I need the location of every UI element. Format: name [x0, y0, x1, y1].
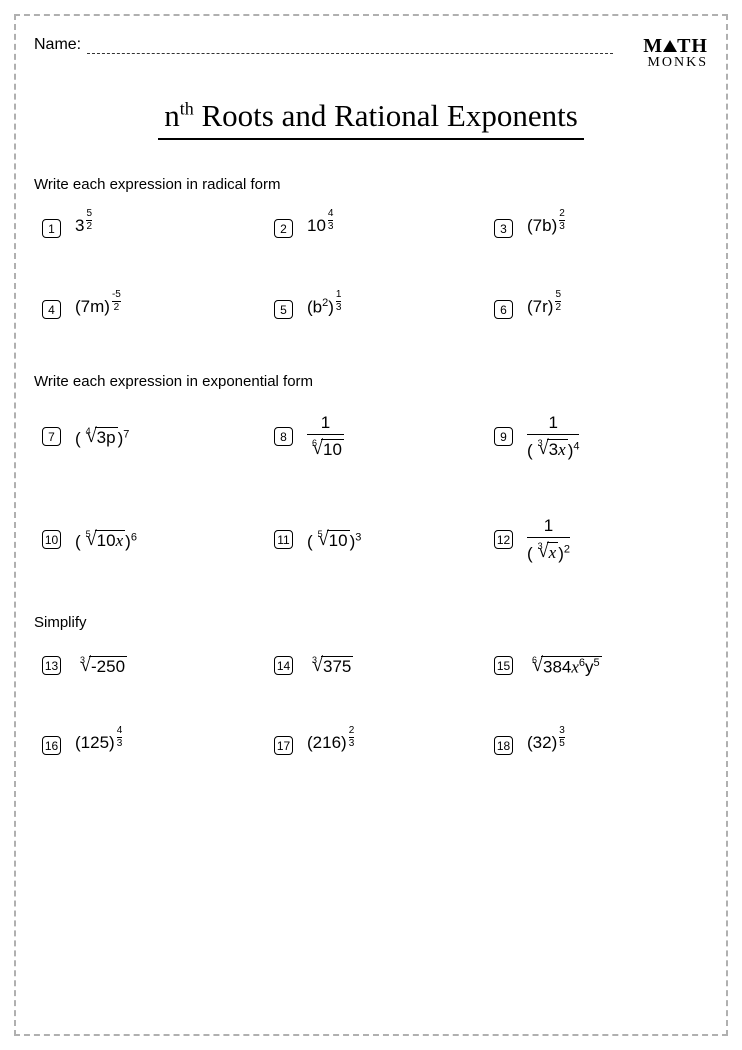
problem-cell: 12 1(3√x)2 [488, 517, 708, 562]
problem-number: 13 [42, 656, 61, 675]
expression: 16√10 [307, 414, 344, 459]
worksheet-title: nth Roots and Rational Exponents [158, 98, 584, 140]
problem-cell: 13 3√-250 [34, 655, 256, 676]
expression: (7r)52 [527, 298, 561, 321]
problem-row: 1 352 2 1043 3 (7b)23 [34, 217, 708, 240]
problem-number: 11 [274, 530, 293, 549]
problem-cell: 15 6√384x6y5 [488, 655, 708, 676]
problem-number: 7 [42, 427, 61, 446]
problem-number: 3 [494, 219, 513, 238]
expression: 1(3√3x)4 [527, 414, 579, 459]
title-block: nth Roots and Rational Exponents [34, 98, 708, 140]
expression: (7b)23 [527, 217, 565, 240]
name-field: Name: [34, 36, 643, 54]
expression: (5√10x)6 [75, 529, 137, 550]
expression: 3√-250 [75, 655, 127, 676]
problem-number: 2 [274, 219, 293, 238]
problem-number: 10 [42, 530, 61, 549]
problem-row: 10 (5√10x)6 11 (5√10)3 12 1(3√x)2 [34, 517, 708, 562]
expression: (7m)-52 [75, 298, 121, 321]
logo: MTH MONKS [643, 36, 708, 70]
logo-line2: MONKS [643, 56, 708, 70]
expression: 6√384x6y5 [527, 655, 602, 676]
problem-cell: 5 (b2)13 [256, 298, 488, 321]
expression: (216)23 [307, 734, 354, 757]
logo-line1: MTH [643, 36, 708, 56]
expression: (5√10)3 [307, 529, 361, 550]
problem-number: 6 [494, 300, 513, 319]
section: Write each expression in exponential for… [34, 373, 708, 562]
problem-number: 9 [494, 427, 513, 446]
name-label: Name: [34, 36, 81, 54]
problem-cell: 9 1(3√3x)4 [488, 414, 708, 459]
header: Name: MTH MONKS [34, 36, 708, 70]
problem-cell: 6 (7r)52 [488, 298, 708, 321]
problem-cell: 7 (4√3p)7 [34, 414, 256, 459]
problem-cell: 4 (7m)-52 [34, 298, 256, 321]
problem-cell: 14 3√375 [256, 655, 488, 676]
problem-row: 7 (4√3p)7 8 16√10 9 1(3√3x)4 [34, 414, 708, 459]
expression: (32)35 [527, 734, 565, 757]
problem-number: 15 [494, 656, 513, 675]
expression: 352 [75, 217, 92, 240]
sections-container: Write each expression in radical form135… [34, 176, 708, 757]
problem-number: 17 [274, 736, 293, 755]
expression: 3√375 [307, 655, 353, 676]
expression: 1043 [307, 217, 333, 240]
worksheet-frame: Name: MTH MONKS nth Roots and Rational E… [14, 14, 728, 1036]
expression: 1(3√x)2 [527, 517, 570, 562]
problem-number: 12 [494, 530, 513, 549]
expression: (125)43 [75, 734, 122, 757]
expression: (b2)13 [307, 298, 341, 321]
problem-cell: 1 352 [34, 217, 256, 240]
problem-cell: 3 (7b)23 [488, 217, 708, 240]
problem-cell: 16 (125)43 [34, 734, 256, 757]
problem-number: 18 [494, 736, 513, 755]
section-instruction: Write each expression in radical form [34, 176, 708, 193]
section-instruction: Simplify [34, 614, 708, 631]
problem-row: 4 (7m)-52 5 (b2)13 6 (7r)52 [34, 298, 708, 321]
problem-cell: 8 16√10 [256, 414, 488, 459]
problem-row: 13 3√-250 14 3√375 15 6√384x6y5 [34, 655, 708, 676]
problem-number: 14 [274, 656, 293, 675]
triangle-icon [663, 40, 677, 52]
problem-cell: 17 (216)23 [256, 734, 488, 757]
problem-number: 1 [42, 219, 61, 238]
problem-number: 5 [274, 300, 293, 319]
section-instruction: Write each expression in exponential for… [34, 373, 708, 390]
name-input-line[interactable] [87, 40, 613, 54]
section: Simplify 13 3√-250 14 3√375 15 6√384x6y5 16 (125… [34, 614, 708, 757]
problem-row: 16 (125)43 17 (216)23 18 (32)35 [34, 734, 708, 757]
problem-number: 4 [42, 300, 61, 319]
expression: (4√3p)7 [75, 426, 129, 447]
problem-cell: 11 (5√10)3 [256, 517, 488, 562]
problem-number: 8 [274, 427, 293, 446]
section: Write each expression in radical form135… [34, 176, 708, 321]
problem-cell: 2 1043 [256, 217, 488, 240]
problem-cell: 10 (5√10x)6 [34, 517, 256, 562]
problem-number: 16 [42, 736, 61, 755]
problem-cell: 18 (32)35 [488, 734, 708, 757]
